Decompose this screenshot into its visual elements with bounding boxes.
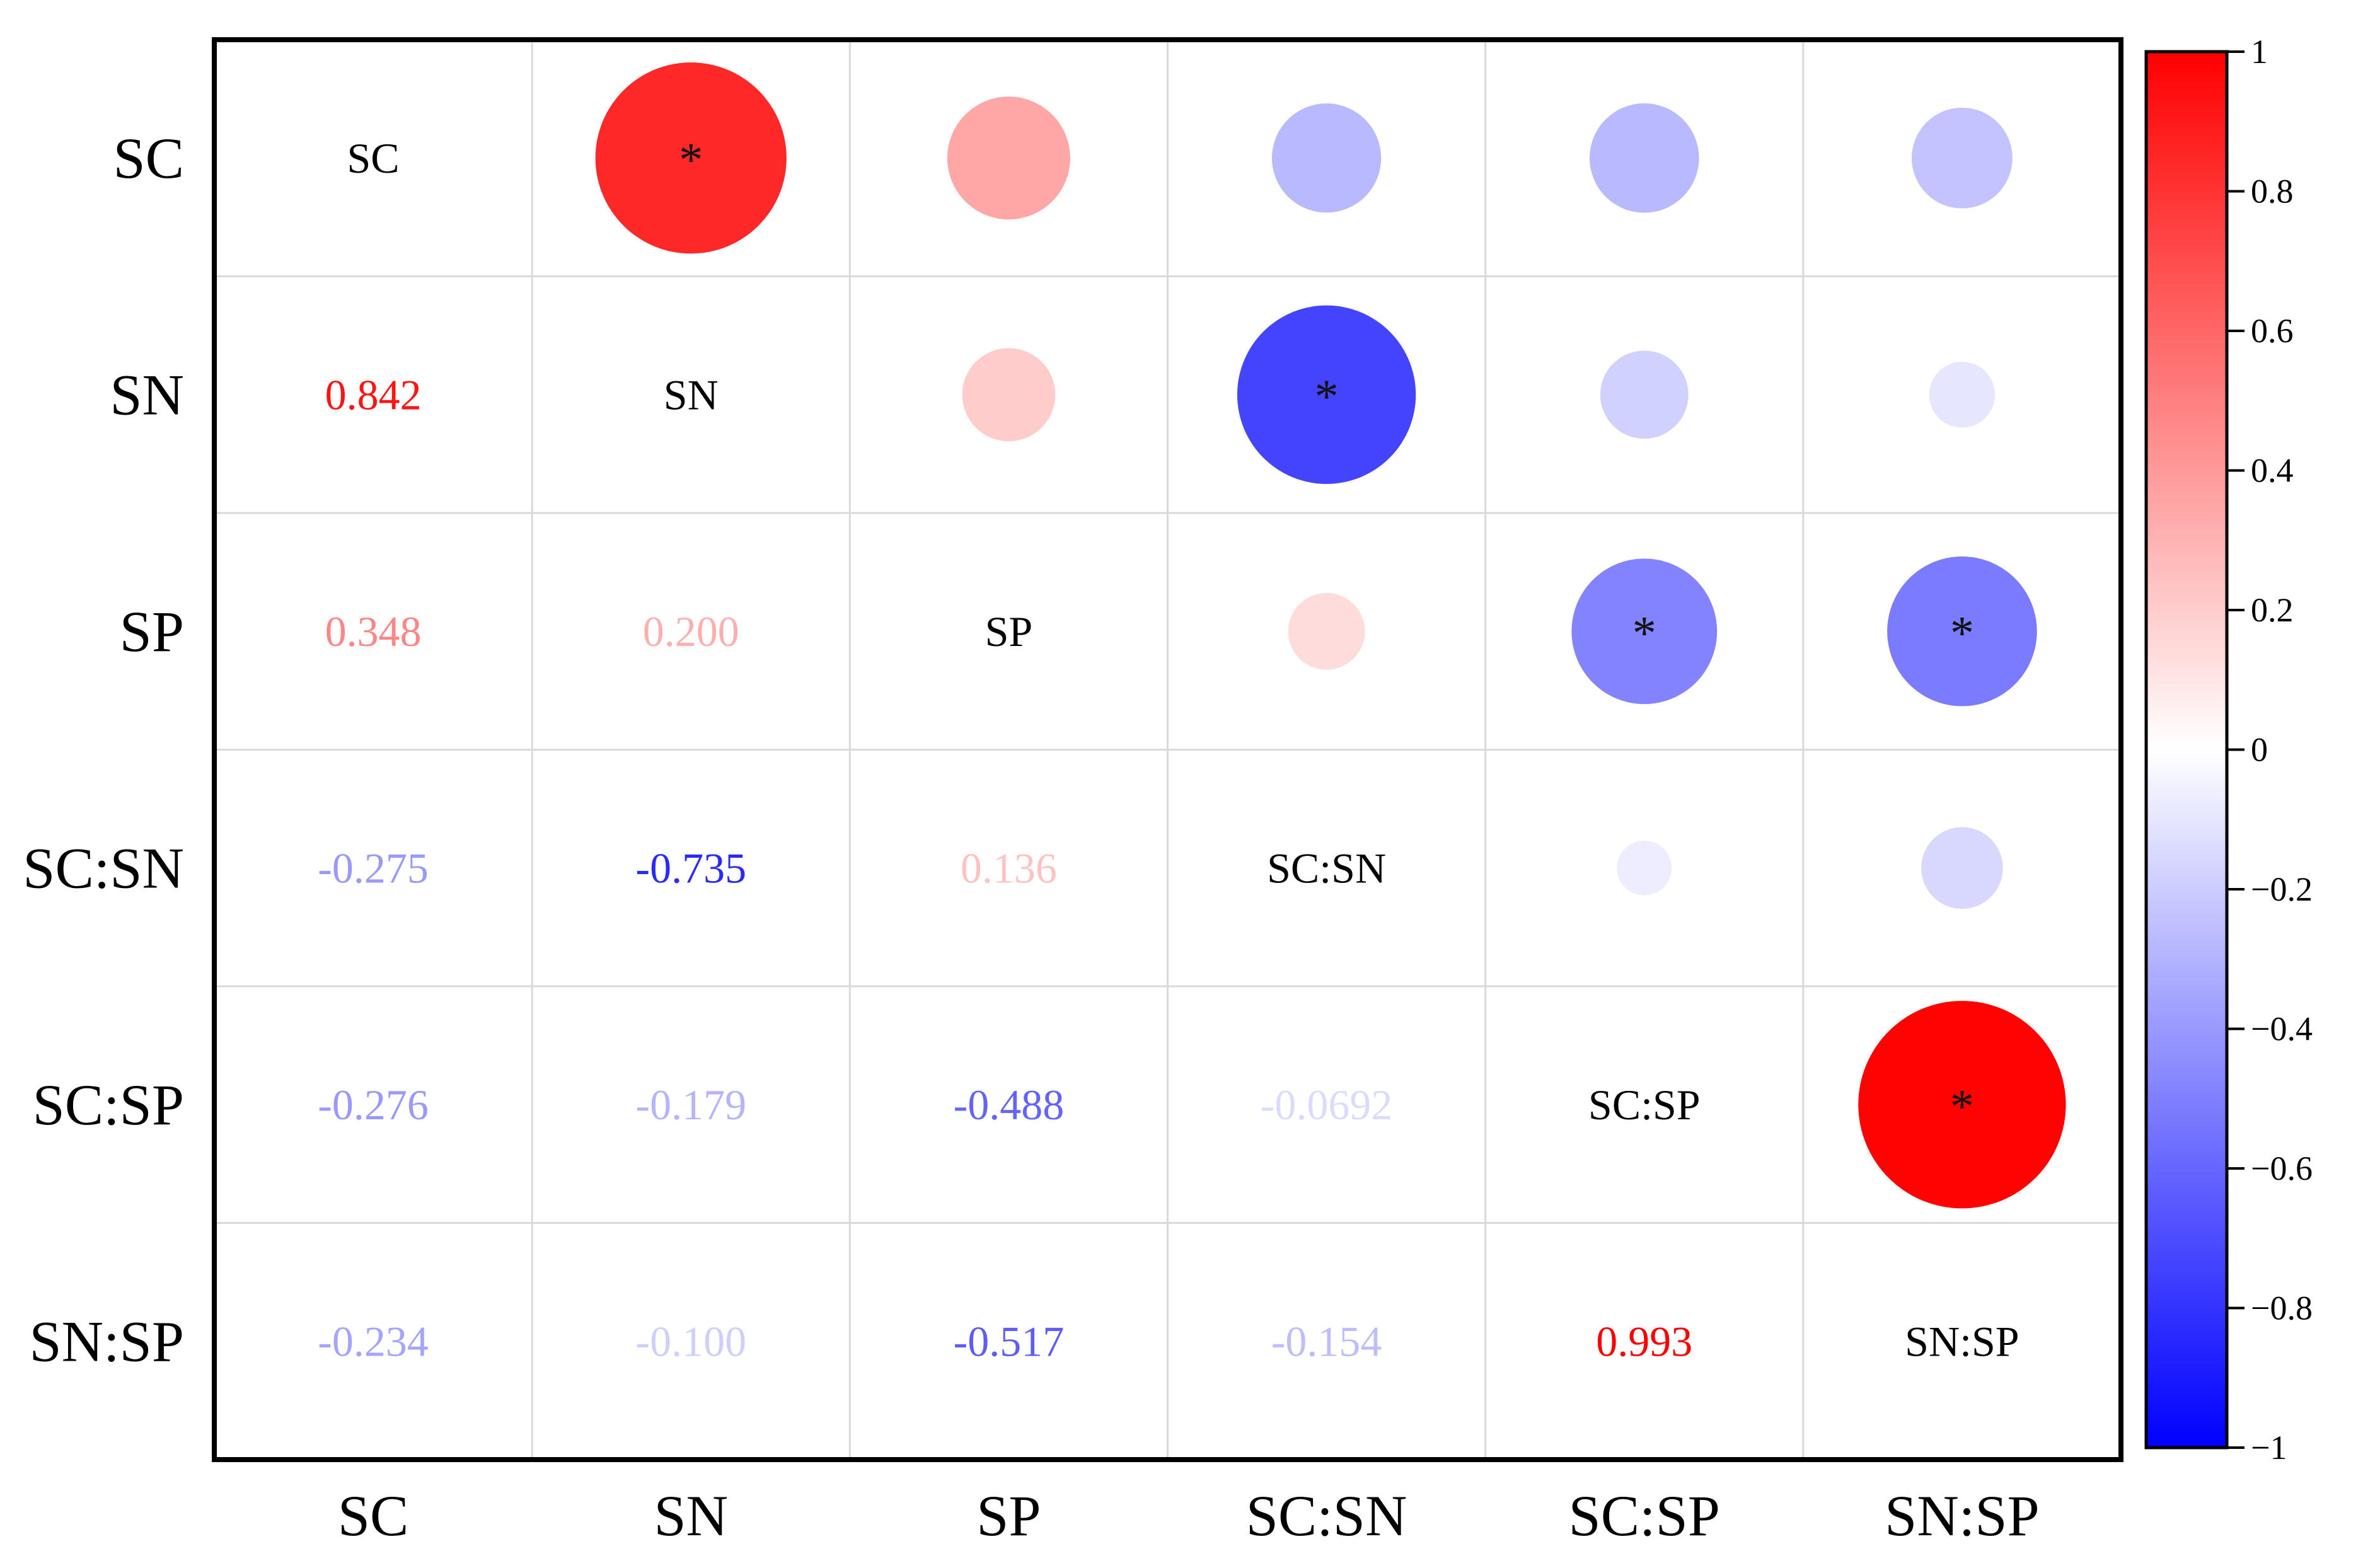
significance-star: * [679, 134, 703, 187]
correlation-circle-sc-sn-sn-sp [1921, 827, 2003, 909]
correlation-circle-sc-sn [595, 62, 787, 254]
colorbar-tick-label: 1 [2251, 33, 2268, 71]
row-label-sc: SC [113, 126, 184, 190]
colorbar-tick-label: 0 [2251, 731, 2268, 769]
column-label-sc-sn: SC:SN [1246, 1484, 1407, 1548]
coefficient-label-sp-sc: 0.348 [325, 608, 422, 655]
column-label-sp: SP [976, 1484, 1041, 1548]
diagonal-label-sp: SP [985, 608, 1033, 655]
coefficient-label-sn-sp-sp: -0.517 [954, 1317, 1065, 1365]
colorbar-gradient [2144, 50, 2229, 1450]
coefficient-label-sn-sp-sc-sn: -0.154 [1271, 1317, 1382, 1365]
colorbar-tick-label: 0.6 [2251, 312, 2294, 350]
colorbar-tick-label: 0.4 [2251, 452, 2294, 490]
coefficient-label-sc-sn-sn: -0.735 [635, 844, 746, 892]
correlation-circle-sc-sp [947, 96, 1070, 220]
grid-lines [214, 40, 2121, 1460]
correlation-circle-sc-sc-sp [1589, 103, 1699, 213]
plot-frame [212, 37, 2123, 1462]
significance-star: * [1950, 1080, 1974, 1133]
axis-labels: SC SC SN SN SP SP SC:SN SC:SN SC:SP SC:SP SN:SP SN:… [23, 126, 2039, 1548]
coefficient-label-sp-sn: 0.200 [643, 608, 739, 655]
coefficient-label-sc-sn-sc: -0.275 [318, 844, 429, 892]
correlation-circle-sp-sc-sp [1571, 558, 1718, 705]
colorbar-tick-label: −0.4 [2251, 1010, 2313, 1048]
significance-star: * [1315, 370, 1339, 423]
diagonal-label-sc-sp: SC:SP [1588, 1081, 1701, 1129]
correlation-circle-sn-sc-sp [1600, 350, 1689, 439]
correlation-circle-sc-sc-sn [1271, 103, 1382, 213]
matrix-marks: SC SN SP SC:SN SC:SP SN:SP * * * * * 0.842 0.348 0.20… [318, 62, 2066, 1365]
colorbar: 1 0.8 0.6 0.4 0.2 0 −0.2 −0.4 −0.6 −0.8 −1 [2144, 33, 2313, 1467]
diagonal-label-sc-sn: SC:SN [1267, 844, 1386, 892]
coefficient-label-sn-sp-sc-sp: 0.993 [1596, 1317, 1692, 1365]
coefficient-label-sn-sp-sn: -0.100 [635, 1317, 746, 1365]
coefficient-label-sc-sp-sc-sn: -0.0692 [1261, 1081, 1393, 1129]
correlation-circle-sn-sn-sp [1929, 362, 1996, 428]
colorbar-tick-label: −1 [2251, 1429, 2287, 1467]
correlation-circle-sp-sn-sp [1887, 556, 2037, 706]
colorbar-tick-label: 0.2 [2251, 591, 2294, 629]
diagonal-label-sn: SN [664, 371, 719, 418]
row-label-sp: SP [120, 599, 184, 664]
significance-star: * [1950, 607, 1974, 660]
coefficient-label-sc-sp-sn: -0.179 [635, 1081, 746, 1129]
coefficient-label-sn-sc: 0.842 [325, 371, 422, 418]
correlation-circle-sp-sc-sn [1288, 592, 1365, 670]
correlation-circle-sc-sn-sp [1911, 107, 2013, 209]
coefficient-label-sc-sp-sc: -0.276 [318, 1081, 429, 1129]
colorbar-tick-label: 0.8 [2251, 173, 2294, 210]
coefficient-label-sc-sn-sp: 0.136 [961, 844, 1057, 892]
row-label-sn-sp: SN:SP [30, 1309, 185, 1373]
correlation-circle-sc-sp-sn-sp [1858, 1001, 2066, 1209]
colorbar-tick-label: −0.8 [2251, 1289, 2313, 1327]
coefficient-label-sc-sp-sp: -0.488 [954, 1081, 1065, 1129]
colorbar-tick-label: −0.6 [2251, 1150, 2313, 1187]
correlation-circle-sc-sn-sc-sp [1617, 840, 1672, 896]
colorbar-tick-label: −0.2 [2251, 870, 2313, 908]
row-label-sc-sn: SC:SN [23, 836, 184, 900]
correlation-circle-sn-sp [962, 348, 1056, 442]
diagonal-label-sc: SC [347, 134, 399, 182]
diagonal-label-sn-sp: SN:SP [1905, 1317, 2019, 1365]
coefficient-label-sn-sp-sc: -0.234 [318, 1317, 429, 1365]
column-label-sc-sp: SC:SP [1569, 1484, 1720, 1548]
column-label-sn-sp: SN:SP [1885, 1484, 2040, 1548]
column-label-sc: SC [338, 1484, 409, 1548]
correlation-circle-sn-sc-sn [1237, 305, 1416, 484]
column-label-sn: SN [654, 1484, 728, 1548]
row-label-sc-sp: SC:SP [33, 1073, 184, 1137]
row-label-sn: SN [110, 362, 184, 427]
significance-star: * [1632, 607, 1656, 660]
